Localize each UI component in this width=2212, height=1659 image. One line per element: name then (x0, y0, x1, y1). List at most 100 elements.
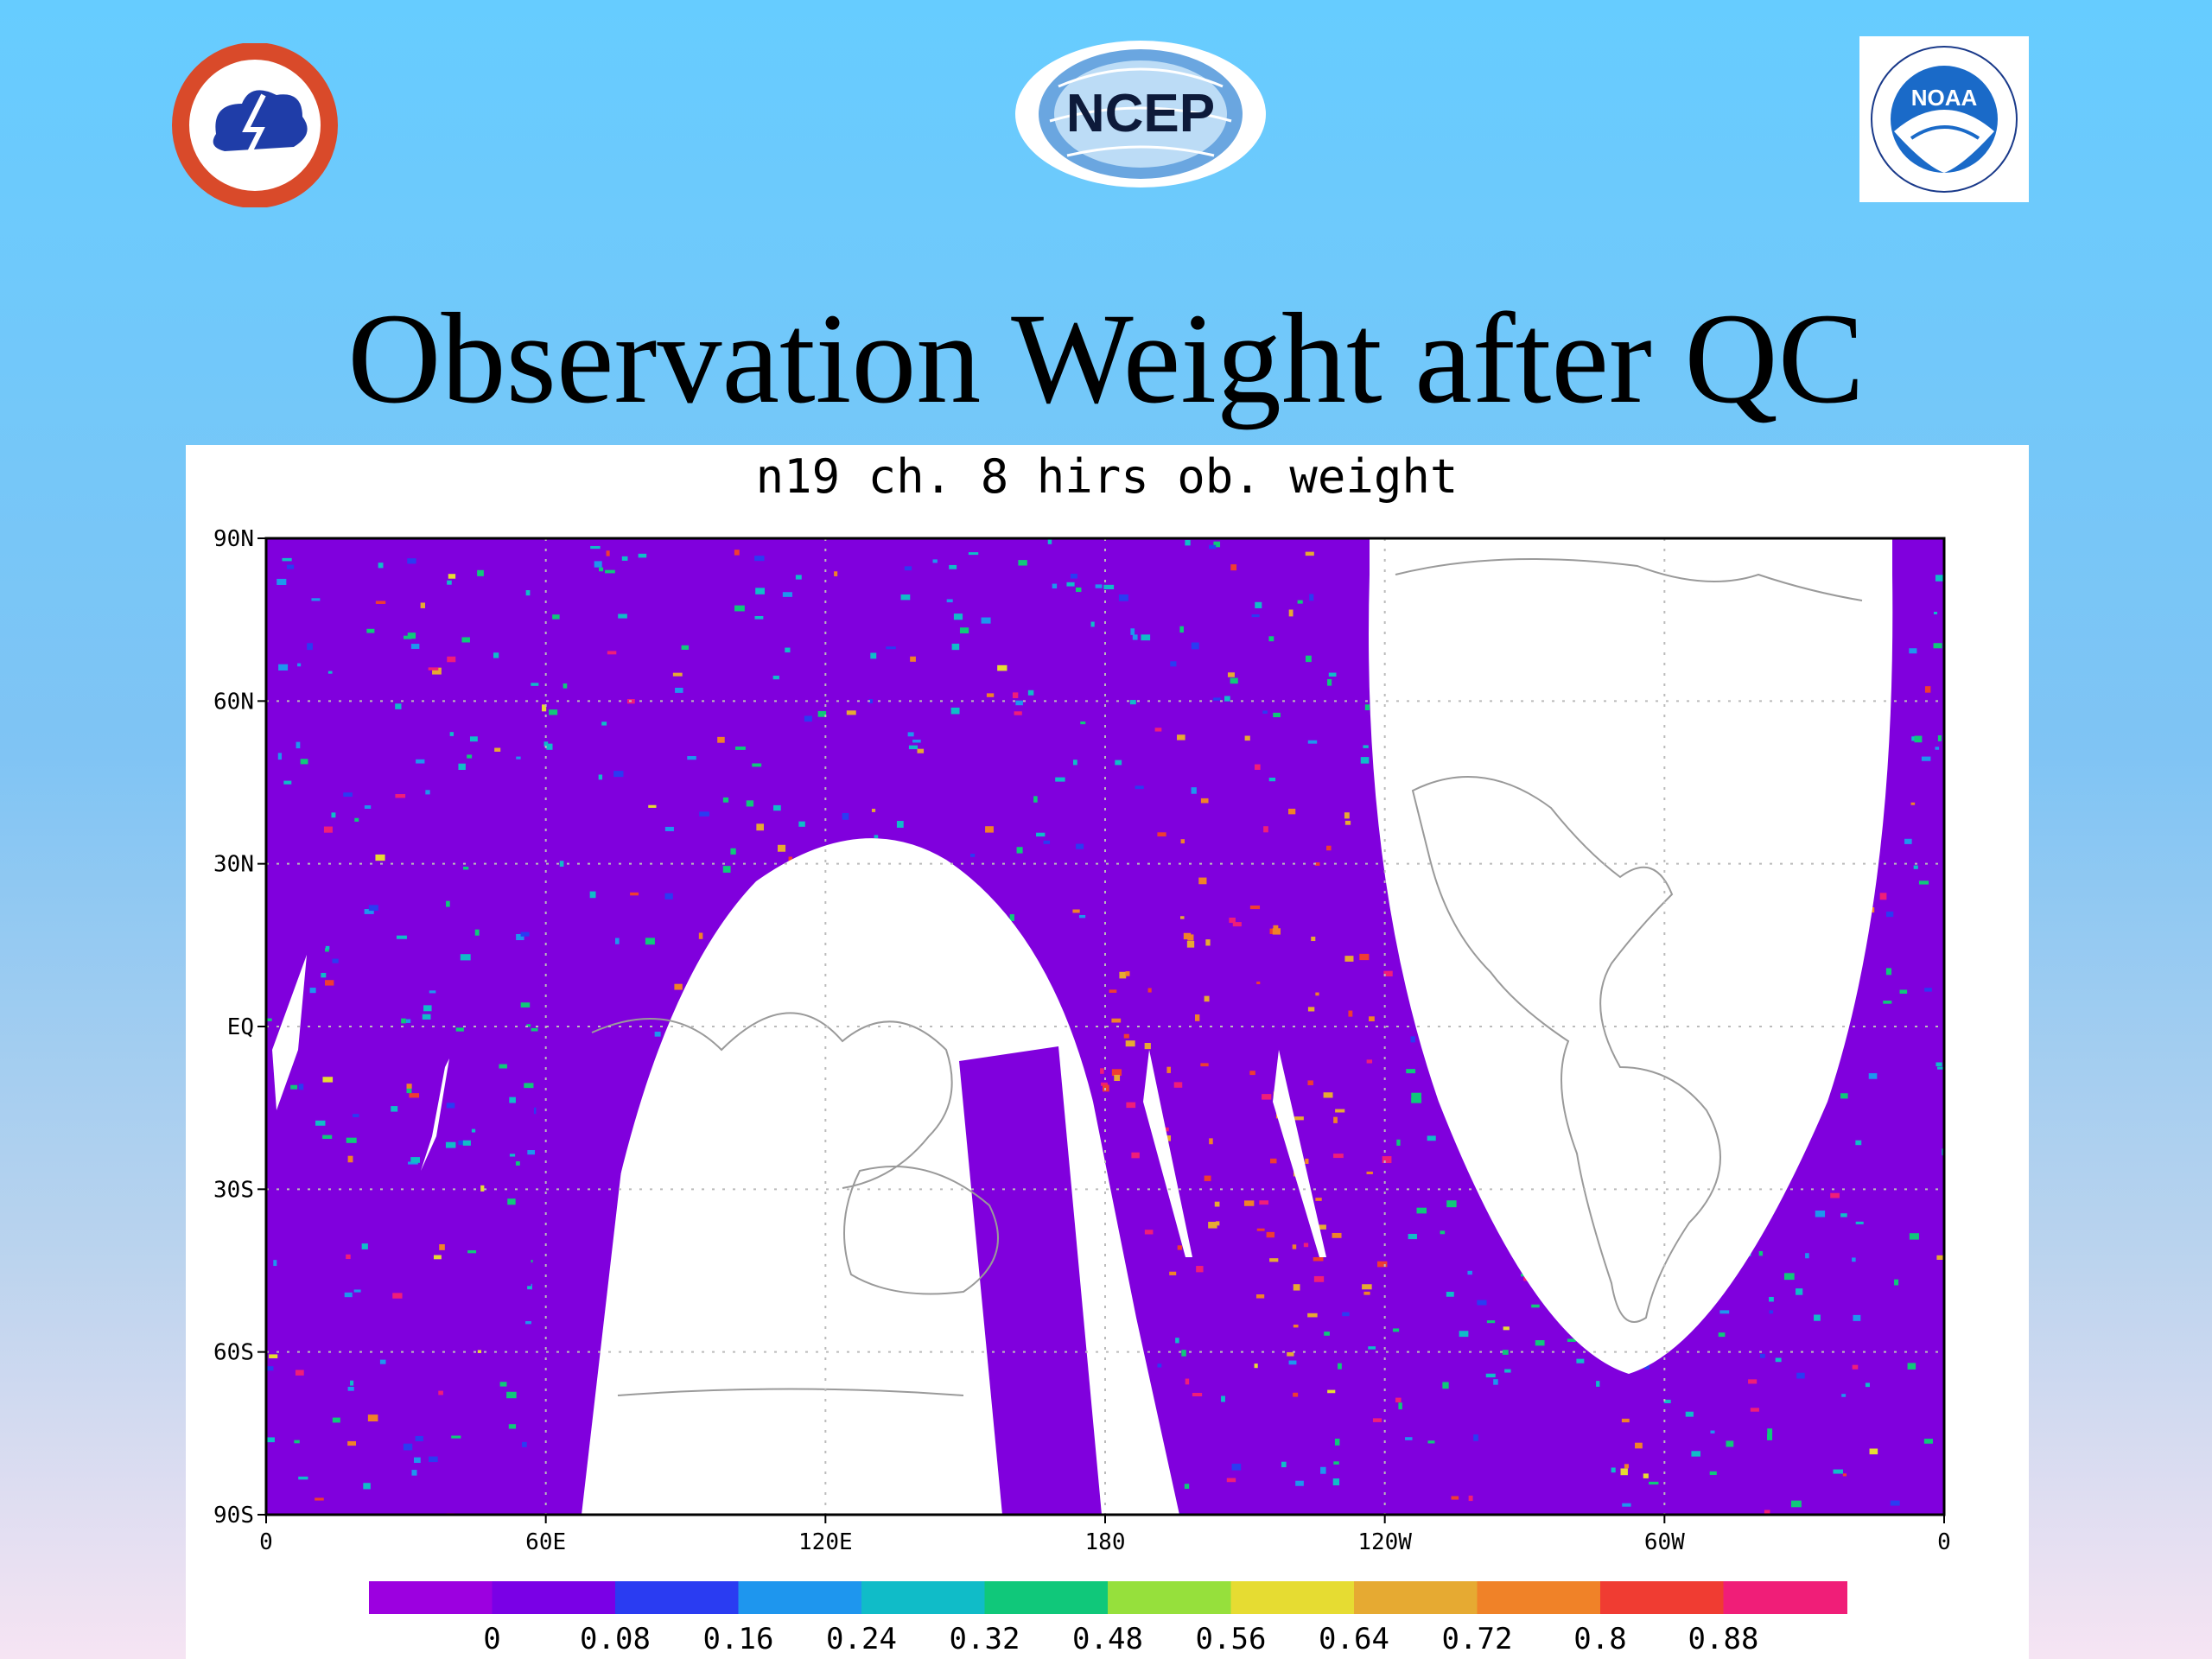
obs-point (1269, 1258, 1279, 1262)
colorbar-label: 0.88 (1688, 1622, 1759, 1656)
obs-point (307, 643, 313, 651)
obs-point (1066, 582, 1075, 587)
obs-point (1910, 802, 1916, 805)
obs-point (1691, 1451, 1700, 1457)
x-tick-label: 60W (1644, 1529, 1685, 1555)
obs-point (1869, 1448, 1878, 1455)
obs-point (1567, 1338, 1576, 1342)
obs-point (266, 1437, 275, 1443)
obs-point (746, 800, 754, 807)
obs-point (1181, 1350, 1186, 1357)
obs-point (1169, 1271, 1177, 1275)
obs-point (1307, 1007, 1315, 1012)
chart-title: n19 ch. 8 hirs ob. weight (756, 449, 1459, 504)
obs-point (526, 1024, 531, 1027)
obs-point (1070, 573, 1077, 579)
obs-point (379, 1359, 386, 1364)
obs-point (1338, 1363, 1342, 1370)
obs-point (1369, 1016, 1375, 1022)
obs-point (324, 948, 329, 952)
obs-point (446, 1103, 455, 1109)
obs-point (699, 811, 709, 817)
obs-point (1899, 989, 1908, 995)
obs-point (1123, 1033, 1129, 1039)
obs-point (278, 664, 289, 671)
obs-point (782, 592, 792, 597)
obs-point (520, 1002, 531, 1007)
obs-point (407, 558, 416, 564)
obs-point (1305, 551, 1314, 556)
obs-point (1775, 1357, 1782, 1363)
obs-point (1288, 1360, 1297, 1365)
obs-point (1232, 922, 1242, 927)
colorbar: 0 0.08 0.16 0.24 0.32 0.48 0.56 0.64 0.72 0.8 0.88 (369, 1581, 1847, 1656)
obs-point (1141, 634, 1151, 641)
obs-point (375, 601, 386, 604)
obs-point (1243, 1200, 1255, 1206)
obs-point (1313, 1275, 1325, 1282)
obs-point (1814, 1314, 1821, 1321)
obs-point (1288, 808, 1296, 815)
obs-point (1710, 1430, 1715, 1433)
obs-point (1911, 736, 1916, 741)
obs-point (1446, 1200, 1457, 1208)
obs-point (448, 574, 456, 579)
obs-point (1933, 643, 1942, 649)
obs-point (1047, 539, 1052, 544)
obs-point (1262, 710, 1268, 714)
obs-point (1036, 832, 1046, 837)
obs-point (1840, 1093, 1848, 1099)
obs-point (347, 1440, 357, 1446)
obs-point (423, 1005, 432, 1012)
obs-point (1175, 1338, 1179, 1344)
obs-point (917, 748, 925, 753)
narrow-swath-gap-1 (272, 955, 307, 1110)
obs-point (1879, 893, 1887, 900)
obs-point (1016, 847, 1023, 854)
obs-point (1348, 1010, 1353, 1017)
obs-point (1251, 614, 1260, 618)
obs-point (474, 929, 480, 936)
obs-point (1177, 734, 1185, 741)
obs-point (298, 1084, 304, 1090)
obs-point (1200, 1063, 1209, 1067)
obs-point (638, 553, 647, 558)
obs-point (1033, 796, 1038, 803)
obs-point (1502, 1350, 1509, 1355)
narrow-swath-gap-4 (1273, 1050, 1326, 1257)
obs-point (1131, 1152, 1140, 1159)
colorbar-label: 0.56 (1196, 1622, 1267, 1656)
obs-point (1204, 1175, 1211, 1181)
obs-point (1333, 1461, 1339, 1465)
obs-point (477, 569, 484, 576)
obs-point (499, 1382, 507, 1387)
obs-point (1830, 1192, 1840, 1198)
obs-point (1410, 1036, 1415, 1043)
obs-point (1132, 634, 1138, 640)
obs-point (1052, 583, 1058, 589)
obs-point (323, 826, 333, 833)
obs-point (344, 1292, 353, 1298)
ncep-logo-text: NCEP (1066, 84, 1215, 143)
x-tick-label: 120E (798, 1529, 853, 1555)
obs-point (1303, 1243, 1309, 1248)
obs-point (1748, 1379, 1758, 1384)
obs-point (734, 605, 745, 612)
obs-point (1643, 1473, 1649, 1478)
narrow-swath-gap-2 (421, 1058, 449, 1171)
obs-point (734, 550, 740, 556)
obs-point (368, 905, 378, 912)
obs-point (1924, 988, 1932, 992)
obs-point (953, 613, 963, 620)
obs-point (1101, 1082, 1108, 1086)
obs-point (1923, 1439, 1933, 1444)
obs-point (1921, 756, 1931, 761)
obs-point (654, 1031, 661, 1037)
obs-point (1767, 1428, 1773, 1435)
obs-point (266, 1018, 272, 1021)
obs-point (1309, 594, 1314, 601)
obs-point (1855, 1221, 1864, 1224)
obs-point (1119, 971, 1127, 979)
obs-point (1531, 1304, 1540, 1308)
obs-point (1405, 1437, 1413, 1440)
